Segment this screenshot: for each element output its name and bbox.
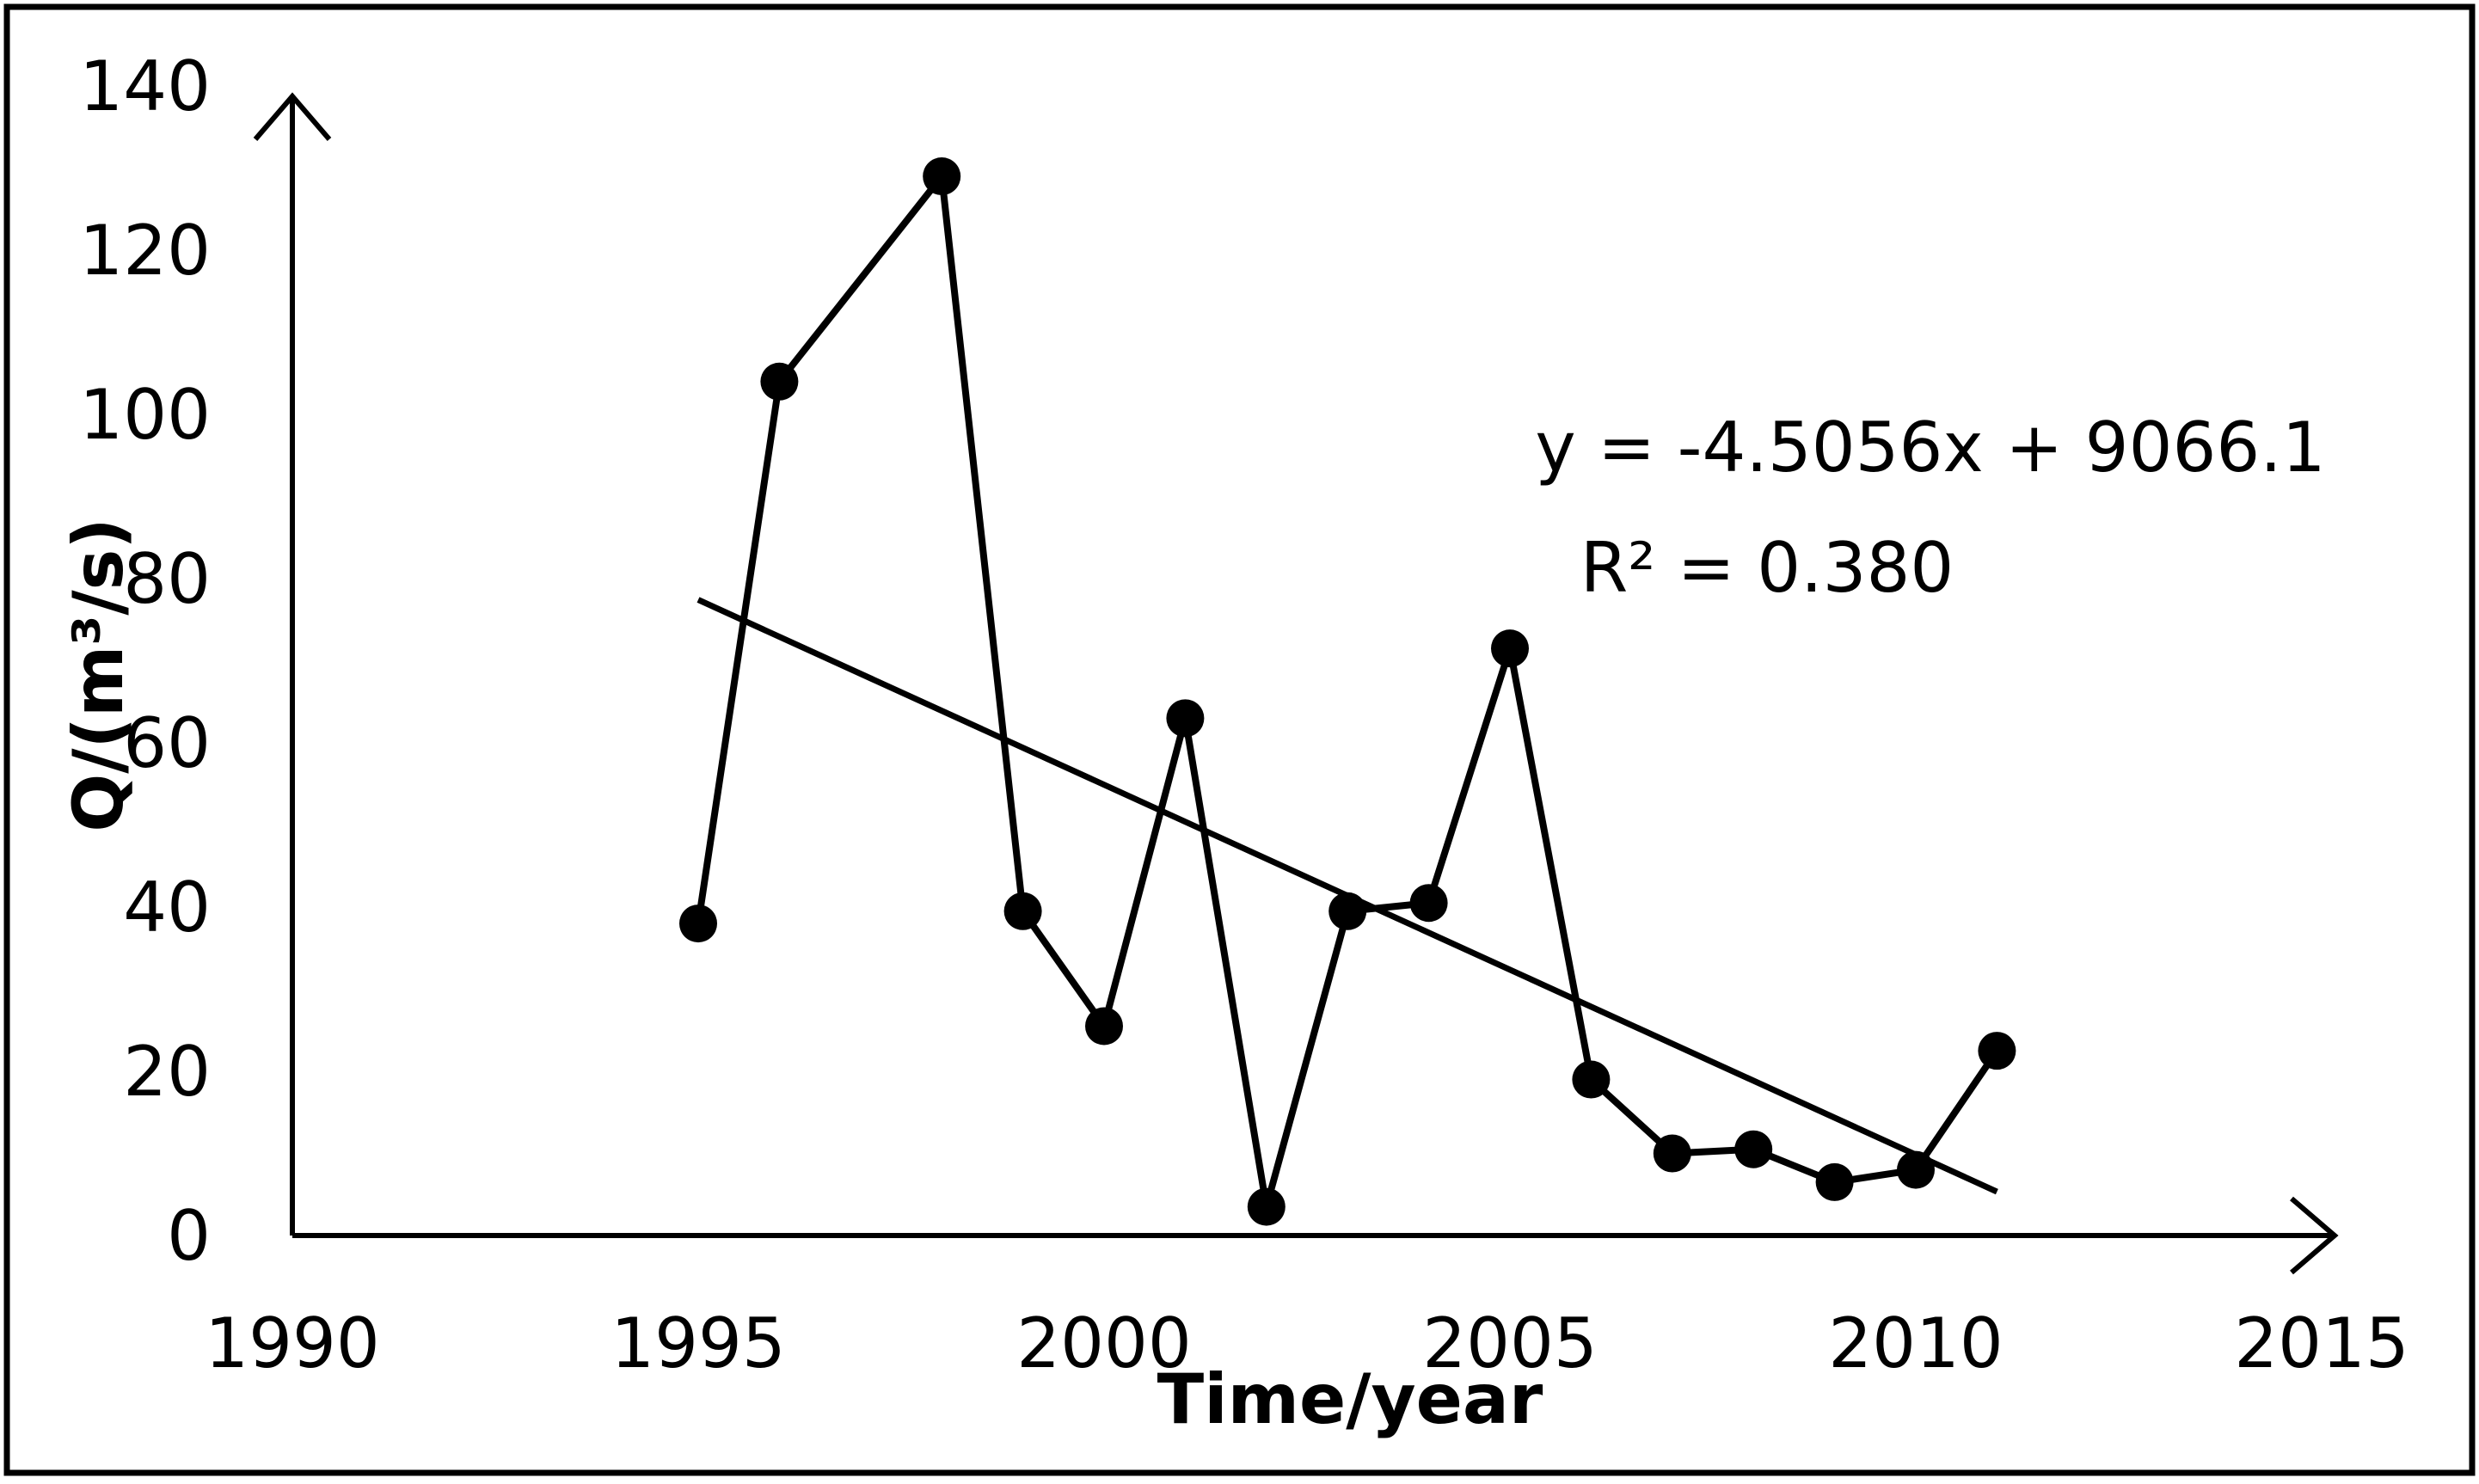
data-point bbox=[1653, 1134, 1691, 1173]
chart-border bbox=[3, 3, 2476, 1476]
x-tick-label: 2005 bbox=[1422, 1303, 1598, 1383]
data-point bbox=[1328, 892, 1367, 930]
data-point bbox=[1409, 884, 1448, 923]
x-tick-label: 2000 bbox=[1016, 1303, 1192, 1383]
x-axis-arrow bbox=[2290, 1196, 2339, 1275]
y-tick-label: 80 bbox=[123, 539, 211, 619]
data-point bbox=[1085, 1007, 1123, 1046]
axes bbox=[253, 92, 2339, 1275]
series-line bbox=[695, 167, 2000, 1208]
data-point bbox=[1734, 1130, 1773, 1168]
data-point bbox=[1815, 1162, 1854, 1201]
y-tick-label: 40 bbox=[123, 868, 211, 947]
x-tick-label: 2015 bbox=[2234, 1303, 2409, 1383]
x-tick-labels: 1990 1995 2000 2005 2010 2015 bbox=[205, 1303, 2409, 1383]
y-tick-label: 20 bbox=[123, 1032, 211, 1112]
markers-group bbox=[679, 157, 2016, 1226]
y-tick-label: 0 bbox=[167, 1196, 211, 1276]
x-axis-label: Time/year bbox=[1157, 1359, 1543, 1439]
data-point bbox=[760, 362, 799, 401]
y-tick-label: 140 bbox=[79, 46, 211, 126]
x-tick-label: 1990 bbox=[205, 1303, 380, 1383]
data-point bbox=[1572, 1060, 1611, 1099]
y-tick-label: 100 bbox=[79, 375, 211, 455]
data-point bbox=[679, 905, 717, 943]
data-point bbox=[1166, 699, 1205, 738]
series-group bbox=[695, 167, 2000, 1208]
y-tick-label: 120 bbox=[79, 211, 211, 291]
y-tick-labels: 0 20 40 60 80 100 120 140 bbox=[79, 46, 211, 1276]
y-tick-label: 60 bbox=[123, 703, 211, 783]
trend-r-squared: R² = 0.380 bbox=[1580, 528, 1954, 608]
data-point bbox=[1978, 1032, 2016, 1070]
data-point bbox=[923, 157, 961, 196]
data-point bbox=[1247, 1187, 1286, 1226]
data-point bbox=[1003, 892, 1042, 930]
y-axis-label: Q/(m³/s) bbox=[58, 518, 138, 832]
x-tick-label: 2010 bbox=[1828, 1303, 2003, 1383]
y-axis-arrow bbox=[253, 92, 332, 141]
x-tick-label: 1995 bbox=[611, 1303, 786, 1383]
data-point bbox=[1491, 629, 1529, 668]
data-point bbox=[1897, 1150, 1935, 1189]
trend-equation: y = -4.5056x + 9066.1 bbox=[1535, 408, 2325, 488]
